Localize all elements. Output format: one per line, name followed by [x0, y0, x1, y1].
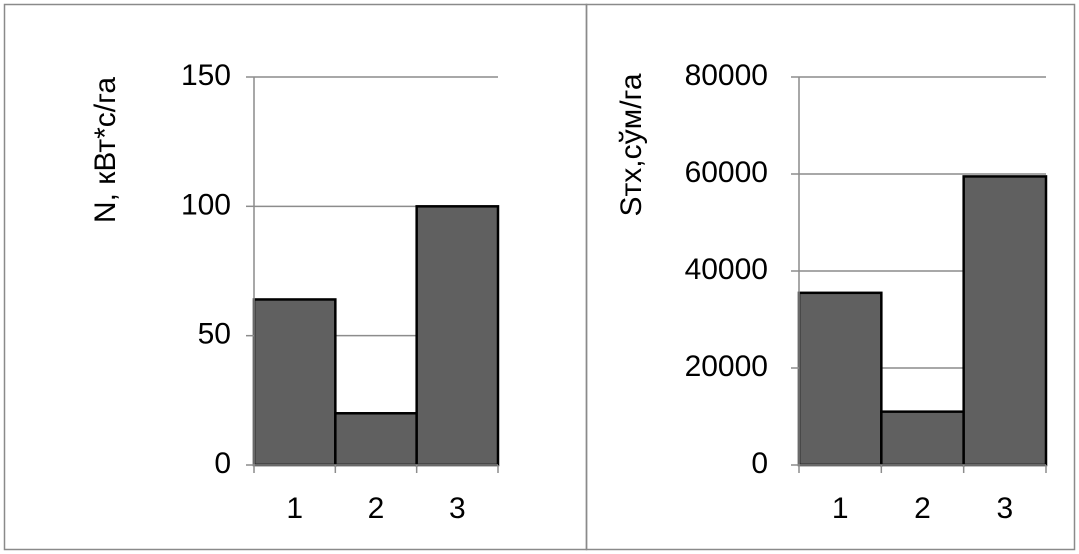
bar-2: [880, 410, 965, 467]
x-tick-label: 2: [914, 492, 931, 525]
bar-2: [334, 412, 418, 467]
y-tick-label: 80000: [685, 59, 768, 92]
y-tick-label: 0: [751, 447, 768, 480]
cost-chart: Sтх,сўм/га 0 20000 40000 60000 80000 1 2 3: [615, 59, 1048, 525]
bar-3: [962, 175, 1048, 467]
bar-1: [797, 291, 883, 467]
x-tick-label: 2: [368, 492, 385, 525]
y-tick-label: 40000: [685, 253, 768, 286]
y-tick-label: 100: [181, 188, 231, 221]
right-panel-frame: [585, 3, 1076, 551]
bar-1: [252, 298, 337, 467]
y-tick-label: 150: [181, 59, 231, 92]
bar-3: [415, 205, 500, 467]
y-tick-label: 60000: [685, 156, 768, 189]
x-tick-label: 1: [832, 492, 849, 525]
y-tick-label: 20000: [685, 350, 768, 383]
chart-0-ylabel: N, кВт*с/га: [89, 77, 122, 224]
x-tick-label: 1: [286, 492, 303, 525]
y-tick-label: 0: [214, 447, 231, 480]
y-tick-label: 50: [198, 318, 231, 351]
chart-1-ylabel: Sтх,сўм/га: [615, 73, 648, 216]
x-tick-label: 3: [996, 492, 1013, 525]
power-chart: N, кВт*с/га 0 50 100 150 1 2 3: [89, 59, 500, 525]
x-tick-label: 3: [449, 492, 466, 525]
